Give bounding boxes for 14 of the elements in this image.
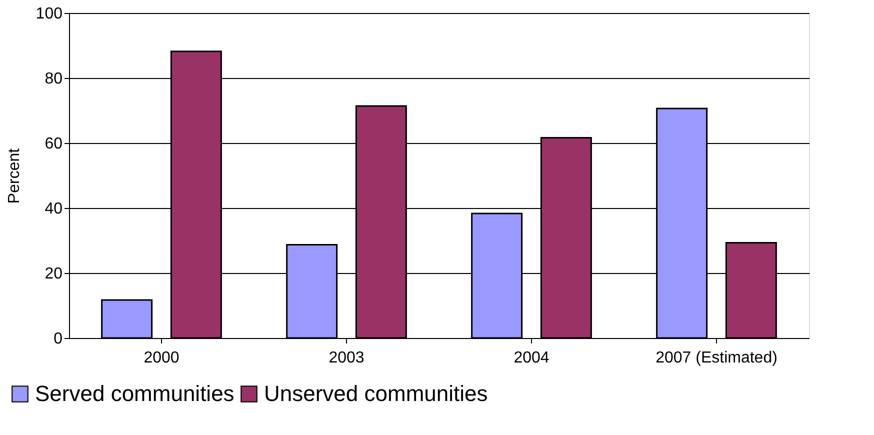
y-tick-label: 80: [44, 70, 63, 88]
y-tick-label: 40: [44, 200, 63, 218]
x-tick-label: 2000: [144, 350, 180, 366]
y-tick-label: 60: [44, 136, 63, 152]
x-tick-label: 2004: [514, 350, 550, 366]
bar: [101, 299, 153, 339]
y-tick-label: 20: [44, 266, 63, 282]
y-tick-label: 0: [54, 330, 63, 348]
y-axis-title: Percent: [6, 148, 23, 204]
x-tick-label: 2007 (Estimated): [656, 350, 778, 366]
legend-label: Served communities: [35, 381, 234, 406]
legend-label: Unserved communities: [264, 381, 488, 406]
y-tick-label: 100: [36, 6, 63, 22]
x-tick-label: 2003: [328, 350, 364, 366]
